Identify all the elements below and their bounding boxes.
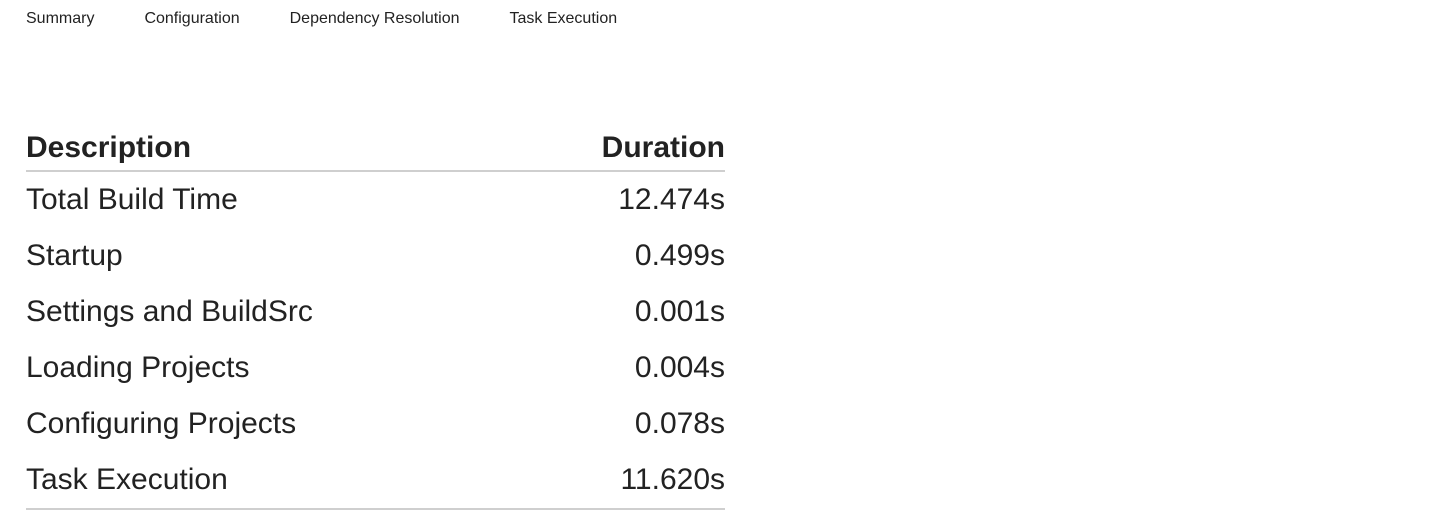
table-row: Configuring Projects 0.078s	[26, 396, 725, 452]
column-header: Description	[26, 126, 515, 172]
table-row: Task Execution 11.620s	[26, 452, 725, 510]
description-cell: Configuring Projects	[26, 407, 297, 440]
table-row: Loading Projects 0.004s	[26, 340, 725, 396]
tab[interactable]: Configuration	[144, 10, 240, 27]
description-cell: Task Execution	[26, 452, 515, 510]
header-row: Description Duration	[26, 126, 725, 172]
table-body: Total Build Time 12.474s Startup 0.499s Sett…	[26, 171, 725, 510]
description-cell: Startup	[26, 239, 123, 272]
description-cell: Loading Projects	[26, 351, 250, 384]
summary-table: Description Duration Total Build Time 12.4…	[26, 126, 725, 510]
description-cell: Total Build Time	[26, 183, 238, 216]
description-cell: Settings and BuildSrc	[26, 295, 313, 328]
duration-cell: 0.004s	[634, 351, 725, 384]
duration-cell: 0.078s	[634, 407, 725, 440]
table-header: Description Duration	[26, 126, 725, 172]
tab[interactable]: Task Execution	[509, 10, 618, 27]
table-row: Total Build Time 12.474s	[26, 171, 725, 228]
table-row: Startup 0.499s	[26, 228, 725, 284]
tab[interactable]: Dependency Resolution	[289, 10, 460, 27]
table-row: Settings and BuildSrc 0.001s	[26, 284, 725, 340]
tab[interactable]: Summary	[26, 10, 95, 27]
duration-cell: 0.499s	[634, 239, 725, 272]
duration-cell: 12.474s	[618, 183, 725, 216]
duration-cell: 0.001s	[634, 295, 725, 328]
column-header: Duration	[514, 126, 725, 172]
duration-cell: 11.620s	[514, 452, 725, 510]
tab-bar: Summary Configuration Dependency Resolutio…	[26, 10, 617, 28]
